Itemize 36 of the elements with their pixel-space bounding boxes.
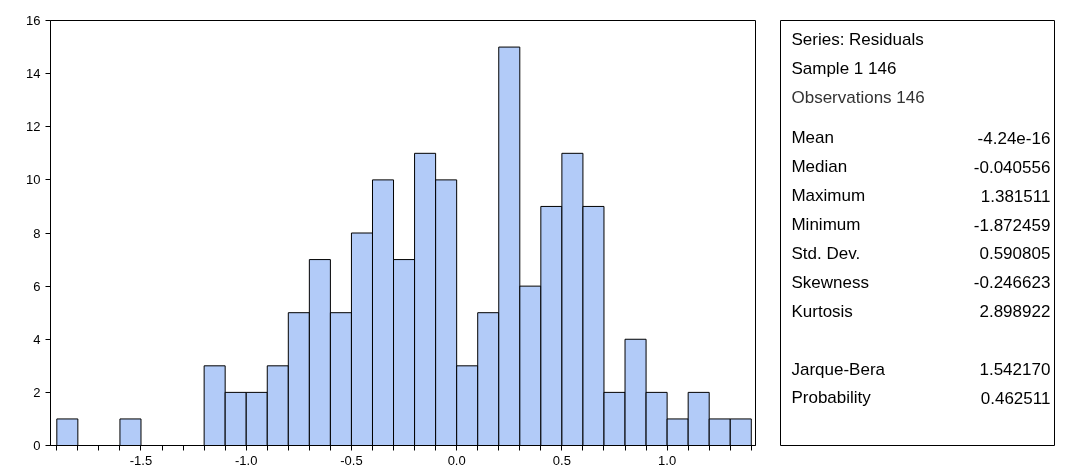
y-tick-label: 8	[33, 225, 41, 241]
x-tick-label: 1.0	[658, 452, 677, 468]
text: 1.542170	[979, 360, 1051, 380]
text: Minimum	[791, 215, 861, 235]
text: 0.590805	[979, 244, 1051, 264]
text: Series: Residuals	[791, 30, 924, 50]
text: Sample 1 146	[791, 59, 897, 79]
text: -4.24e-16	[977, 128, 1051, 148]
text: 2.898922	[979, 302, 1051, 322]
text: 1.381511	[980, 186, 1051, 206]
text: Maximum	[791, 186, 866, 206]
text: Std. Dev.	[791, 243, 861, 263]
y-tick-label: 2	[33, 384, 41, 400]
x-tick-label: 0.0	[447, 452, 466, 468]
text: 0.462511	[980, 388, 1051, 408]
y-tick-label: 14	[26, 66, 41, 82]
text: -0.246623	[973, 273, 1051, 293]
x-tick-label: -1.5	[129, 452, 153, 468]
text: Median	[791, 157, 848, 177]
y-tick-label: 16	[26, 13, 41, 28]
y-tick-label: 10	[26, 172, 41, 188]
text: -0.040556	[973, 157, 1051, 177]
text: Skewness	[791, 272, 869, 292]
y-tick-label: 0	[33, 438, 41, 453]
x-tick-label: -0.5	[340, 452, 363, 468]
text: Observations 146	[791, 87, 925, 107]
text: Probability	[791, 388, 872, 408]
text: -1.872459	[973, 215, 1051, 235]
y-tick-label: 6	[33, 278, 41, 294]
x-tick-label: 0.5	[552, 452, 571, 468]
x-tick-label: -1.0	[235, 452, 258, 468]
y-tick-label: 4	[33, 331, 41, 347]
text: Jarque-Bera	[791, 359, 886, 379]
text: Mean	[791, 128, 834, 148]
text: Kurtosis	[791, 301, 853, 321]
y-tick-label: 12	[26, 119, 41, 135]
